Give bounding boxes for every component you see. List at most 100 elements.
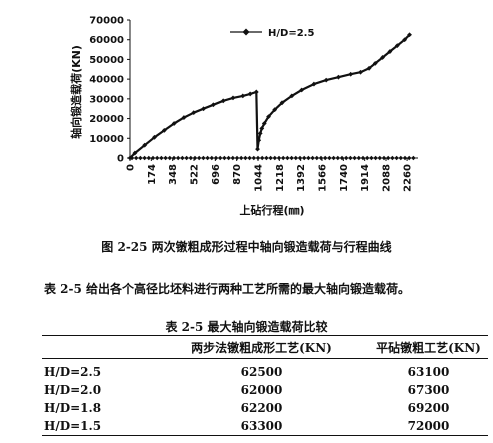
data-point xyxy=(240,93,246,99)
baseline-marker xyxy=(348,155,353,161)
baseline-marker xyxy=(134,155,139,161)
row-flat-anvil-value: 69200 xyxy=(407,401,450,415)
data-point xyxy=(220,98,226,104)
baseline-marker xyxy=(276,155,282,161)
data-point xyxy=(299,87,305,93)
data-point xyxy=(253,89,259,95)
data-point xyxy=(201,106,206,112)
baseline-marker xyxy=(285,155,290,161)
x-tick-label: 1218 xyxy=(275,164,286,192)
table-header-flat-anvil: 平砧镦粗工艺(KN) xyxy=(376,340,481,355)
baseline-marker xyxy=(293,155,298,161)
table-header-row: 两步法镦粗成形工艺(KN) 平砧镦粗工艺(KN) xyxy=(42,335,488,359)
x-tick-label: 696 xyxy=(211,164,222,185)
baseline-marker xyxy=(398,155,403,161)
x-tick-label: 174 xyxy=(147,164,158,185)
x-tick-label: 522 xyxy=(190,164,201,185)
data-point xyxy=(255,146,260,152)
data-point xyxy=(247,91,253,97)
baseline-marker xyxy=(386,155,391,161)
row-two-step-value: 62500 xyxy=(240,365,283,379)
data-point xyxy=(402,37,408,43)
data-point xyxy=(289,93,295,99)
x-axis-ticks: 0 174 348 522 696 870 1044 1218 1392 1566 1740 1914… xyxy=(126,158,414,192)
baseline-marker xyxy=(339,155,345,161)
baseline-marker xyxy=(306,155,311,161)
x-tick-label: 2088 xyxy=(382,164,393,192)
baseline-marker xyxy=(188,155,193,161)
baseline-marker xyxy=(302,155,307,161)
baseline-marker xyxy=(331,155,336,161)
data-point xyxy=(380,55,385,60)
baseline-marker xyxy=(167,155,172,161)
baseline-marker xyxy=(146,155,151,161)
x-tick-label: 870 xyxy=(232,164,243,185)
series-baseline-markers xyxy=(129,155,416,161)
row-label: H/D=2.0 xyxy=(44,383,102,397)
baseline-marker xyxy=(205,155,210,161)
baseline-marker xyxy=(201,155,206,161)
x-tick-label: 2260 xyxy=(403,164,414,192)
baseline-marker xyxy=(155,155,160,161)
baseline-marker xyxy=(352,155,357,161)
x-tick-label: 0 xyxy=(126,164,137,171)
x-tick-label: 1392 xyxy=(296,164,307,192)
row-flat-anvil-value: 63100 xyxy=(407,365,450,379)
paragraph-text: 表 2-5 给出各个高径比坯料进行两种工艺所需的最大轴向锻造载荷。 xyxy=(44,282,411,296)
y-tick-label: 0 xyxy=(117,154,124,165)
series-layer xyxy=(127,32,416,161)
x-axis-title: 上砧行程(㎜) xyxy=(239,203,304,217)
data-point xyxy=(311,81,317,87)
legend: H/D=2.5 xyxy=(230,28,314,39)
data-point xyxy=(161,128,167,133)
row-two-step-value: 63300 xyxy=(240,419,283,433)
load-stroke-chart: 0 10000 20000 30000 40000 50000 60000 70000 0 17… xyxy=(69,16,418,217)
y-tick-label: 40000 xyxy=(89,75,124,86)
baseline-marker xyxy=(213,155,219,161)
data-point xyxy=(132,150,138,156)
baseline-marker xyxy=(360,155,366,161)
row-flat-anvil-value: 72000 xyxy=(407,419,450,433)
data-point xyxy=(387,49,393,54)
data-point xyxy=(372,60,378,66)
baseline-marker xyxy=(176,155,181,161)
baseline-marker xyxy=(268,155,273,161)
data-point xyxy=(266,114,271,119)
data-point xyxy=(191,110,197,116)
baseline-marker xyxy=(255,155,261,161)
baseline-marker xyxy=(209,155,214,161)
baseline-marker xyxy=(272,155,277,161)
row-two-step-value: 62200 xyxy=(240,401,283,415)
table-row: H/D=1.5 63300 72000 xyxy=(42,417,488,436)
y-tick-label: 30000 xyxy=(89,94,124,105)
baseline-marker xyxy=(327,155,332,161)
baseline-marker xyxy=(234,155,240,161)
baseline-marker xyxy=(197,155,202,161)
x-tick-label: 1914 xyxy=(360,164,371,192)
table-row: H/D=2.0 62000 67300 xyxy=(42,381,488,399)
data-point xyxy=(358,69,363,75)
baseline-marker xyxy=(323,155,328,161)
baseline-marker xyxy=(297,155,303,161)
baseline-marker xyxy=(369,155,374,161)
data-point xyxy=(257,130,263,136)
baseline-marker xyxy=(314,155,319,161)
y-axis-title: 轴向锻造载荷(KN) xyxy=(69,45,83,139)
baseline-marker xyxy=(335,155,340,161)
data-point xyxy=(256,137,262,143)
baseline-marker xyxy=(218,155,223,161)
y-axis-ticks: 0 10000 20000 30000 40000 50000 60000 70000 xyxy=(89,16,130,165)
row-flat-anvil-value: 67300 xyxy=(407,383,450,397)
y-tick-label: 20000 xyxy=(89,114,124,125)
baseline-marker xyxy=(184,155,189,161)
x-tick-label: 1740 xyxy=(339,164,350,192)
x-tick-label: 1566 xyxy=(318,164,329,192)
baseline-marker xyxy=(159,155,164,161)
baseline-marker xyxy=(310,155,315,161)
baseline-marker xyxy=(281,155,286,161)
data-point xyxy=(407,32,412,38)
baseline-marker xyxy=(243,155,248,161)
data-point xyxy=(230,95,236,101)
baseline-marker xyxy=(222,155,227,161)
row-label: H/D=1.8 xyxy=(44,401,102,415)
